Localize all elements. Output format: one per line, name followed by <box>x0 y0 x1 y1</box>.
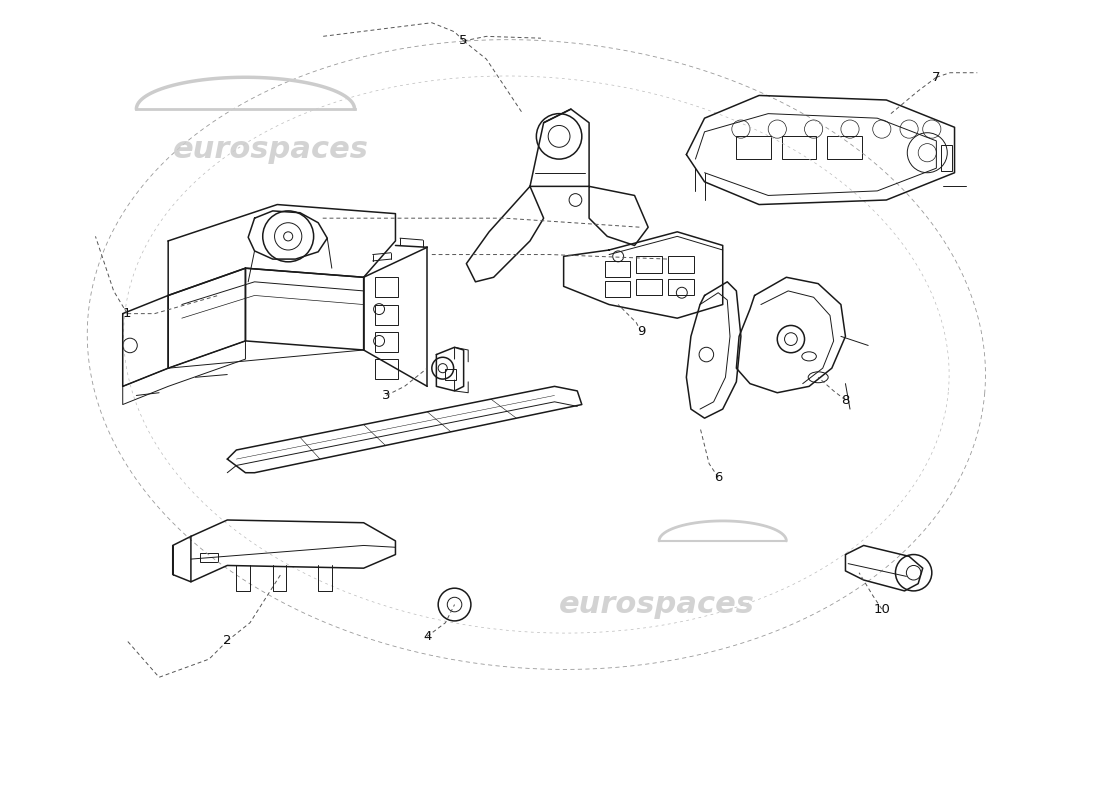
Text: eurospaces: eurospaces <box>173 135 368 165</box>
Bar <box>782 136 816 159</box>
Bar <box>668 279 694 295</box>
Text: 1: 1 <box>123 307 132 320</box>
Text: 7: 7 <box>932 70 940 84</box>
Text: 8: 8 <box>842 394 849 406</box>
Bar <box>605 261 630 278</box>
Bar <box>940 146 952 171</box>
Bar <box>375 305 398 325</box>
Bar <box>375 278 398 298</box>
Text: 9: 9 <box>637 326 645 338</box>
Bar <box>375 332 398 352</box>
Bar <box>605 281 630 298</box>
Bar <box>637 256 662 273</box>
Text: 5: 5 <box>460 34 467 47</box>
Text: 10: 10 <box>873 602 890 615</box>
Text: 4: 4 <box>424 630 431 643</box>
Bar <box>736 136 771 159</box>
Text: eurospaces: eurospaces <box>559 590 755 619</box>
Bar <box>827 136 861 159</box>
Bar <box>200 553 218 562</box>
Bar <box>637 279 662 295</box>
Text: 6: 6 <box>714 470 723 484</box>
Text: 3: 3 <box>382 389 390 402</box>
Bar <box>446 369 456 380</box>
Bar <box>375 359 398 379</box>
Text: 2: 2 <box>223 634 231 647</box>
Bar <box>668 256 694 273</box>
